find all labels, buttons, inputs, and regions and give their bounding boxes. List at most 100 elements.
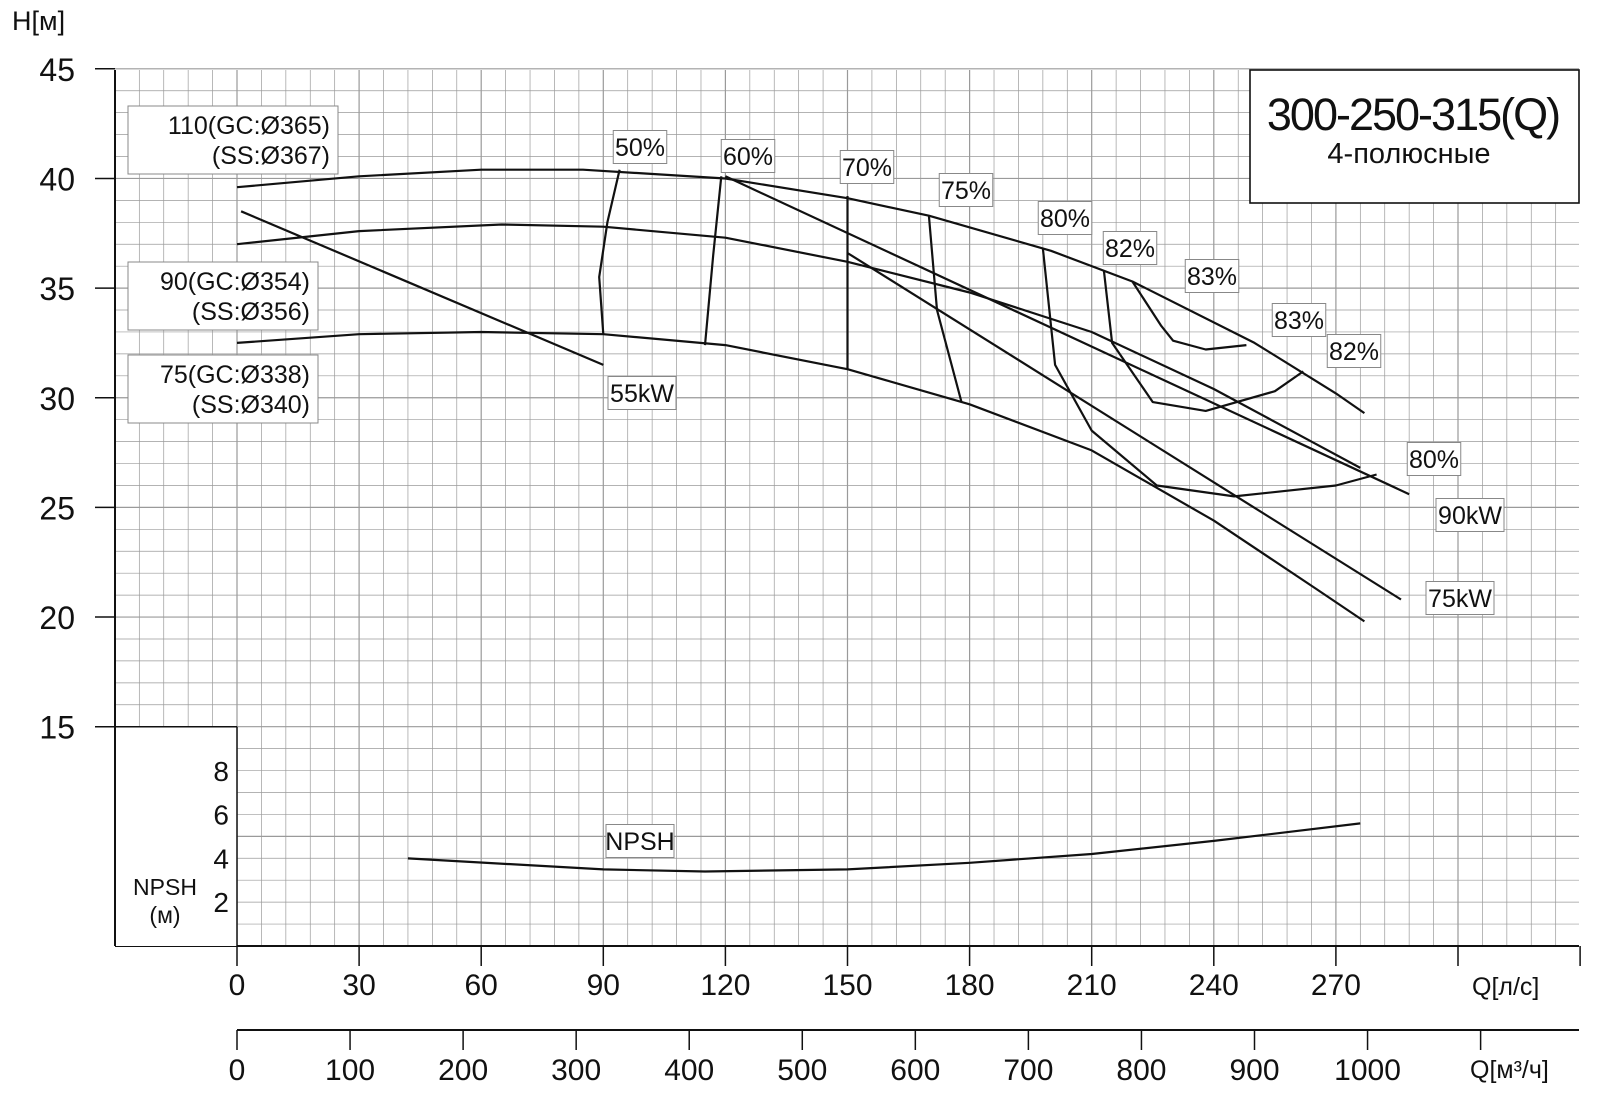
x-tick-label-ls: 240 (1189, 969, 1239, 1002)
chart-title: 300-250-315(Q) (1267, 89, 1559, 140)
efficiency-label-box (938, 173, 994, 207)
efficiency-label-text: 80% (1409, 446, 1459, 474)
x-tick-label-m3h: 100 (325, 1054, 375, 1087)
efficiency-label-text: 82% (1329, 338, 1379, 366)
npsh-tick-label: 2 (213, 887, 229, 918)
x-tick-label-m3h: 400 (664, 1054, 714, 1087)
y-tick-label: 20 (39, 600, 75, 636)
npsh-axis-label-line2: (м) (149, 902, 180, 928)
efficiency-label-box (1102, 231, 1158, 265)
title-box (1249, 69, 1580, 204)
power-label: 75kW (1425, 581, 1495, 615)
head-curve-label-box (127, 105, 339, 175)
x-tick-label-m3h: 900 (1229, 1054, 1279, 1087)
npsh-curve-label-box (605, 824, 675, 858)
head-curve (236, 330, 1366, 623)
efficiency-label: 80% (1037, 201, 1093, 235)
efficiency-label-box (1184, 259, 1240, 293)
head-curve-label-line2: (SS:Ø340) (192, 391, 310, 419)
x-tick-label-ls: 60 (465, 969, 498, 1002)
head-curve-label-line2: (SS:Ø367) (212, 142, 330, 170)
efficiency-curve (927, 215, 963, 403)
efficiency-curve (1131, 280, 1247, 351)
efficiency-label-box (612, 130, 668, 164)
npsh-tick-label: 4 (213, 843, 229, 874)
y-axis-label: H[м] (12, 6, 65, 36)
x-tick-label-ls: 210 (1067, 969, 1117, 1002)
power-label-text: 55kW (610, 380, 674, 408)
y-tick-label: 25 (39, 490, 75, 526)
efficiency-label-text: 60% (723, 143, 773, 171)
power-label-box (1435, 498, 1505, 532)
power-label-box (1425, 581, 1495, 615)
efficiency-label-text: 82% (1105, 235, 1155, 263)
efficiency-label-text: 80% (1040, 205, 1090, 233)
y-tick-label: 15 (39, 710, 75, 746)
x-tick-label-m3h: 1000 (1334, 1054, 1401, 1087)
x-tick-label-ls: 120 (700, 969, 750, 1002)
efficiency-label: 60% (720, 139, 776, 173)
x-tick-label-m3h: 0 (229, 1054, 246, 1087)
y-tick-label: 30 (39, 381, 75, 417)
npsh-tick-label: 8 (213, 756, 229, 787)
x-tick-label-m3h: 200 (438, 1054, 488, 1087)
efficiency-label-text: 75% (941, 177, 991, 205)
efficiency-label-box (1326, 334, 1382, 368)
efficiency-label: 70% (839, 150, 895, 184)
x-tick-label-ls: 150 (822, 969, 872, 1002)
x-tick-label-ls: 270 (1311, 969, 1361, 1002)
efficiency-label-box (1271, 303, 1327, 337)
head-curve-label-line1: 90(GC:Ø354) (160, 268, 310, 296)
efficiency-curve (598, 169, 621, 335)
head-curve-label: 110(GC:Ø365)(SS:Ø367) (127, 105, 339, 175)
npsh-axis-label-line1: NPSH (133, 874, 197, 900)
efficiency-label-box (1406, 442, 1462, 476)
x-tick-label-m3h: 300 (551, 1054, 601, 1087)
power-curve (240, 210, 604, 366)
efficiency-label-text: 50% (615, 134, 665, 162)
efficiency-label: 50% (612, 130, 668, 164)
efficiency-label: 75% (938, 173, 994, 207)
y-tick-label: 35 (39, 271, 75, 307)
head-curve-label-line1: 110(GC:Ø365) (168, 112, 330, 140)
power-label-text: 75kW (1428, 585, 1492, 613)
efficiency-curve (1041, 248, 1377, 498)
curves (236, 168, 1410, 873)
marks: 15 20 25 30 35 40 45 2 4 6 8 0 30 60 90 120 150 180 210 240… (39, 52, 1581, 1087)
power-label-text: 90kW (1438, 502, 1502, 530)
npsh-curve-label-text: NPSH (605, 828, 674, 856)
power-curve (846, 252, 1402, 601)
npsh-curve (407, 822, 1361, 873)
efficiency-label-box (720, 139, 776, 173)
y-tick-label: 45 (39, 52, 75, 88)
efficiency-label-box (839, 150, 895, 184)
power-label-box (607, 376, 677, 410)
head-curve (236, 168, 1366, 415)
efficiency-curve (703, 176, 723, 346)
power-curve (724, 175, 1410, 496)
npsh-tick-label: 6 (213, 800, 229, 831)
efficiency-curve (1102, 270, 1304, 412)
x-tick-label-m3h: 800 (1116, 1054, 1166, 1087)
head-curve-label-box (127, 354, 319, 424)
head-curve-label: 90(GC:Ø354)(SS:Ø356) (127, 261, 319, 331)
chart-subtitle: 4-полюсные (1327, 138, 1490, 170)
efficiency-label-box (1037, 201, 1093, 235)
x-tick-label-m3h: 600 (890, 1054, 940, 1087)
efficiency-label-text: 83% (1274, 307, 1324, 335)
npsh-panel (95, 726, 237, 946)
power-label: 90kW (1435, 498, 1505, 532)
efficiency-label-text: 70% (842, 154, 892, 182)
head-curve-label-line2: (SS:Ø356) (192, 298, 310, 326)
head-curve-label-box (127, 261, 319, 331)
x-tick-label-ls: 0 (229, 969, 246, 1002)
efficiency-label-text: 83% (1187, 263, 1237, 291)
x-tick-label-ls: 30 (342, 969, 375, 1002)
x-axis-label-ls: Q[л/с] (1472, 973, 1539, 1001)
efficiency-label: 80% (1406, 442, 1462, 476)
head-curve-label-line1: 75(GC:Ø338) (160, 361, 310, 389)
y-tick-label: 40 (39, 161, 75, 197)
efficiency-label: 82% (1102, 231, 1158, 265)
x-tick-label-ls: 90 (587, 969, 620, 1002)
efficiency-label: 83% (1271, 303, 1327, 337)
